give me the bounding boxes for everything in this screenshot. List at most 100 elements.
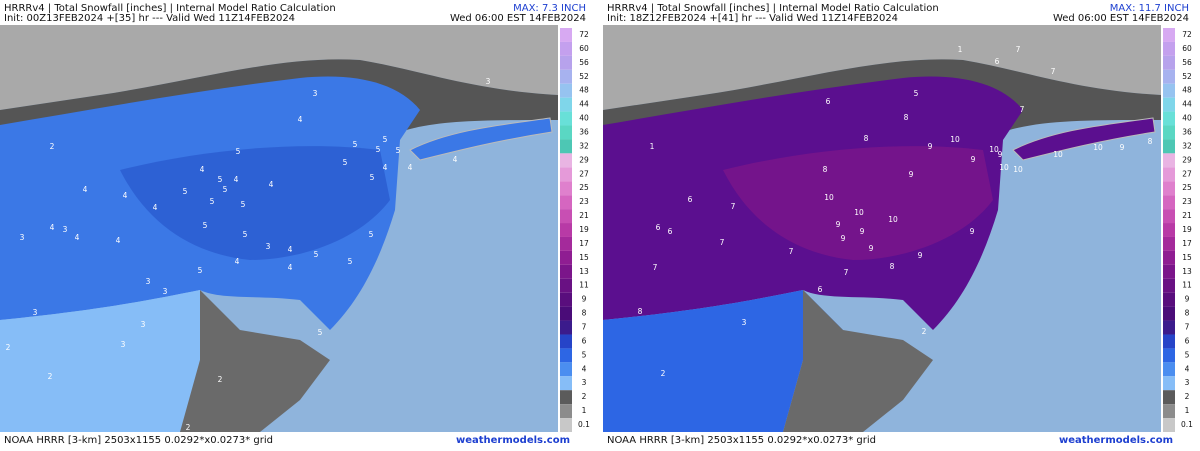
map-label: 5: [218, 175, 223, 184]
map-label: 4: [83, 185, 88, 194]
colorbar-swatch: [1163, 418, 1175, 432]
colorbar-label: 13: [579, 267, 589, 276]
colorbar-swatch: [1163, 28, 1175, 42]
map-label: 5: [210, 197, 215, 206]
colorbar-label: 1: [582, 406, 587, 415]
land-north: [0, 25, 558, 110]
colorbar-swatch: [560, 376, 572, 391]
map-label: 5: [343, 158, 348, 167]
colorbar-label: 0.1: [1181, 420, 1193, 429]
colorbar-swatch: [560, 404, 572, 419]
map-label: 7: [731, 202, 736, 211]
map-label: 9: [1120, 143, 1125, 152]
colorbar-swatch: [1163, 69, 1175, 84]
footer-site: weathermodels.com: [456, 435, 570, 446]
map-label: 10: [854, 208, 864, 217]
colorbar-label: 25: [1182, 183, 1192, 192]
map-label: 10: [888, 215, 898, 224]
map-label: 2: [50, 142, 55, 151]
map-label: 7: [653, 263, 658, 272]
map-label: 9: [971, 155, 976, 164]
map-label: 5: [396, 146, 401, 155]
colorbar-swatch: [1163, 125, 1175, 140]
colorbar-label: 27: [1182, 169, 1192, 178]
header-title: HRRRv4 | Total Snowfall [inches] | Inter…: [607, 3, 939, 14]
map-label: 5: [198, 266, 203, 275]
footer-site: weathermodels.com: [1059, 435, 1173, 446]
colorbar-swatch: [560, 111, 572, 126]
panel: HRRRv4 | Total Snowfall [inches] | Inter…: [603, 3, 1193, 446]
colorbar-label: 52: [579, 72, 589, 81]
colorbar-label: 2: [1185, 392, 1190, 401]
colorbar-label: 6: [1185, 336, 1190, 345]
map-label: 6: [668, 227, 673, 236]
colorbar-swatch: [560, 320, 572, 335]
map-label: 9: [970, 227, 975, 236]
map-label: 3: [313, 89, 318, 98]
colorbar-swatch: [560, 348, 572, 363]
colorbar-swatch: [560, 209, 572, 224]
colorbar-label: 21: [579, 211, 589, 220]
snow-core: [120, 146, 390, 260]
map-label: 10: [1053, 150, 1063, 159]
map-label: 8: [638, 307, 643, 316]
colorbar-label: 15: [579, 253, 589, 262]
colorbar-swatch: [1163, 111, 1175, 126]
long-island: [409, 117, 553, 161]
map-label: 9: [841, 234, 846, 243]
colorbar-label: 7: [582, 323, 587, 332]
map-label: 8: [904, 113, 909, 122]
colorbar-swatch: [1163, 264, 1175, 279]
colorbar-swatch: [560, 306, 572, 321]
footer-grid: NOAA HRRR [3-km] 2503x1155 0.0292*x0.027…: [4, 435, 273, 446]
map-label: 5: [241, 200, 246, 209]
header-init: Init: 00Z13FEB2024 +[35] hr --- Valid We…: [4, 13, 295, 24]
map-label: 6: [826, 97, 831, 106]
map-label: 4: [383, 163, 388, 172]
colorbar-label: 23: [1182, 197, 1192, 206]
colorbar-swatch: [1163, 376, 1175, 391]
colorbar-swatch: [560, 223, 572, 237]
map-label: 2: [218, 375, 223, 384]
map-label: 4: [453, 155, 458, 164]
snow-south: [603, 290, 843, 432]
map-label: 5: [353, 140, 358, 149]
map-label: 10: [1013, 165, 1023, 174]
map-label: 2: [922, 327, 927, 336]
map-label: 1: [958, 45, 963, 54]
colorbar-swatch: [560, 69, 572, 84]
map-label: 9: [909, 170, 914, 179]
colorbar-swatch: [560, 83, 572, 98]
snow-core: [723, 146, 993, 260]
colorbar-swatch: [1163, 362, 1175, 377]
colorbar-label: 6: [582, 336, 587, 345]
header-max: MAX: 11.7 INCH: [1110, 3, 1189, 14]
colorbar-label: 17: [579, 239, 589, 248]
colorbar-swatch: [1163, 223, 1175, 237]
colorbar-label: 11: [579, 281, 589, 290]
header-valid: Wed 06:00 EST 14FEB2024: [1053, 13, 1189, 24]
map-label: 5: [348, 257, 353, 266]
header-max: MAX: 7.3 INCH: [513, 3, 586, 14]
colorbar-label: 40: [1182, 114, 1192, 123]
colorbar-swatch: [560, 278, 572, 293]
colorbar-label: 0.1: [578, 420, 590, 429]
map-label: 9: [869, 244, 874, 253]
colorbar-label: 9: [1185, 295, 1190, 304]
map-label: 3: [146, 277, 151, 286]
colorbar-swatch: [1163, 278, 1175, 293]
map-label: 8: [1148, 137, 1153, 146]
map-label: 4: [123, 191, 128, 200]
map-label: 8: [823, 165, 828, 174]
colorbar-label: 13: [1182, 267, 1192, 276]
colorbar-swatch: [1163, 139, 1175, 154]
map-label: 7: [1016, 45, 1021, 54]
map-label: 4: [235, 257, 240, 266]
map-label: 9: [928, 142, 933, 151]
colorbar-label: 4: [1185, 364, 1190, 373]
map-label: 10: [989, 145, 999, 154]
colorbar-label: 2: [582, 392, 587, 401]
colorbar-label: 8: [582, 309, 587, 318]
colorbar-swatch: [560, 139, 572, 154]
